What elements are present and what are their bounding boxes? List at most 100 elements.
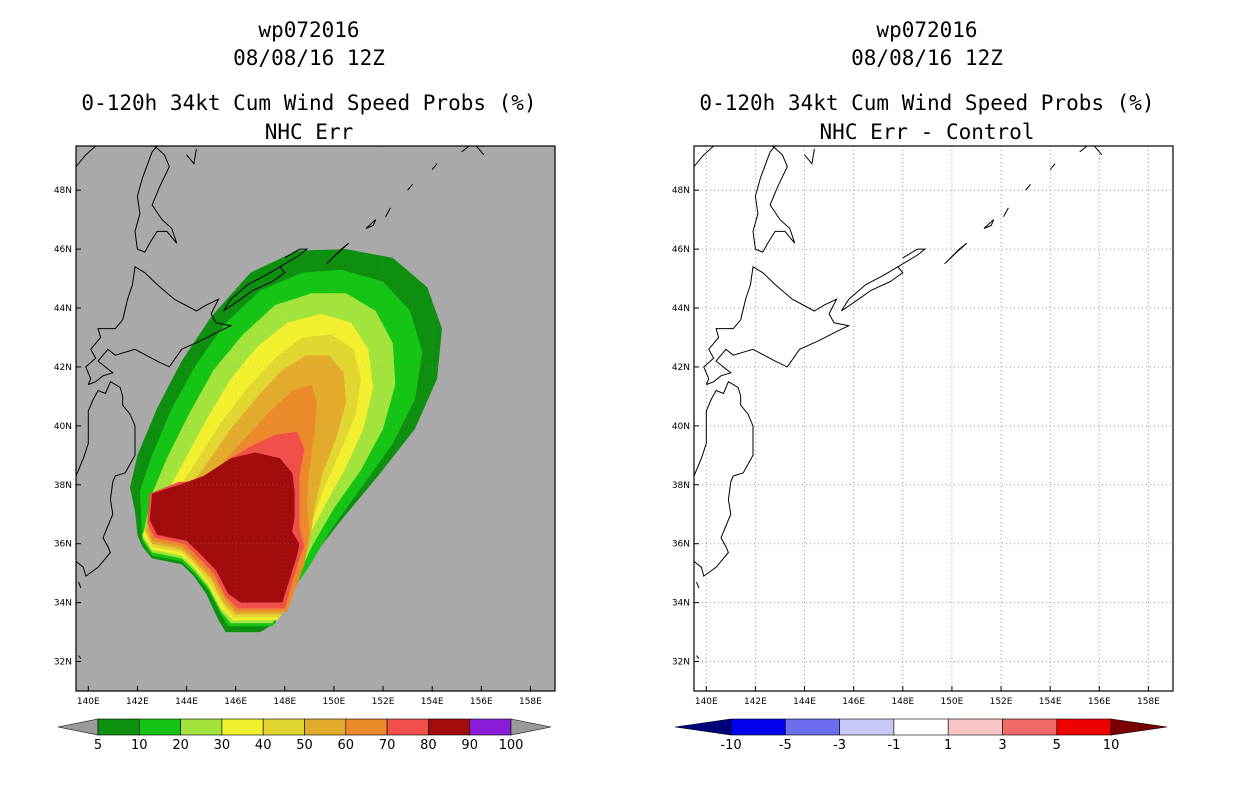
right-panel: wp072016 08/08/16 12Z 0-120h 34kt Cum Wi… xyxy=(618,0,1236,800)
y-tick-label: 46N xyxy=(672,245,690,255)
colorbar-label: -5 xyxy=(779,738,792,753)
coastline xyxy=(186,148,197,165)
colorbar-label: 30 xyxy=(214,738,231,753)
x-tick-label: 156E xyxy=(1088,697,1111,707)
colorbar-box xyxy=(893,718,949,736)
y-tick-label: 38N xyxy=(54,481,72,491)
x-tick-label: 154E xyxy=(421,697,444,707)
coastline xyxy=(222,266,286,312)
coastline xyxy=(1118,146,1119,147)
coastline xyxy=(1094,146,1103,156)
colorbar-label: 100 xyxy=(499,738,524,753)
colorbar-box xyxy=(386,718,429,736)
coastline xyxy=(76,380,136,577)
x-tick-label: 146E xyxy=(842,697,865,707)
x-tick-label: 140E xyxy=(77,697,100,707)
colorbar-box xyxy=(947,718,1003,736)
x-tick-label: 142E xyxy=(126,697,149,707)
colorbar-box xyxy=(221,718,264,736)
x-tick-label: 150E xyxy=(940,697,963,707)
coastline xyxy=(85,265,233,386)
colorbar-label: 90 xyxy=(461,738,478,753)
y-tick-label: 48N xyxy=(54,186,72,196)
left-colorbar: 5 10 20 30 40 50 60 70 80 90 100 xyxy=(57,718,552,753)
y-tick-label: 32N xyxy=(672,658,690,668)
coastline xyxy=(326,242,350,265)
colorbar-box xyxy=(428,718,470,736)
x-tick-label: 156E xyxy=(470,697,493,707)
y-tick-label: 46N xyxy=(54,245,72,255)
colorbar-label: 40 xyxy=(255,738,272,753)
x-tick-label: 148E xyxy=(273,697,296,707)
coastline xyxy=(461,146,470,153)
colorbar-box xyxy=(345,718,388,736)
colorbar-box xyxy=(304,718,347,736)
coastline xyxy=(137,146,178,253)
colorbar-label: -3 xyxy=(833,738,846,753)
colorbar-box xyxy=(262,718,305,736)
x-tick-label: 152E xyxy=(990,697,1013,707)
map-background xyxy=(694,146,1173,691)
colorbar-right-arrow xyxy=(510,718,552,736)
left-panel: wp072016 08/08/16 12Z 0-120h 34kt Cum Wi… xyxy=(54,18,556,753)
coastline xyxy=(431,163,438,170)
coastline xyxy=(476,146,485,156)
colorbar-box xyxy=(139,718,181,736)
y-tick-label: 36N xyxy=(54,540,72,550)
map-subtitle: NHC Err xyxy=(264,120,354,144)
colorbar-label: 5 xyxy=(94,738,102,753)
y-tick-label: 48N xyxy=(672,186,690,196)
coastline xyxy=(279,248,309,268)
y-tick-label: 42N xyxy=(672,363,690,373)
prob-contour-80 xyxy=(149,452,300,603)
x-tick-label: 150E xyxy=(322,697,345,707)
colorbar-label: 80 xyxy=(420,738,437,753)
y-tick-label: 38N xyxy=(672,481,690,491)
datetime: 08/08/16 12Z xyxy=(233,46,385,70)
y-tick-label: 40N xyxy=(672,422,690,432)
colorbar-label: 20 xyxy=(172,738,189,753)
coastline xyxy=(944,242,968,265)
left-map: 140E 142E 144E 146E 148E 150E 152E 154E 156E 158E… xyxy=(54,145,556,753)
coastline xyxy=(76,146,97,167)
colorbar-box xyxy=(469,718,512,736)
y-tick-label: 40N xyxy=(54,422,72,432)
coastline xyxy=(78,655,82,659)
colorbar-box xyxy=(97,718,140,736)
colorbar-right-arrow xyxy=(1110,718,1168,736)
x-tick-label: 142E xyxy=(744,697,767,707)
x-tick-label: 158E xyxy=(519,697,542,707)
colorbar-label: 70 xyxy=(379,738,396,753)
colorbar-left-arrow xyxy=(674,718,732,736)
colorbar-label: 5 xyxy=(1053,738,1061,753)
coastline xyxy=(500,146,501,147)
coastline xyxy=(407,183,413,191)
colorbar-box xyxy=(1056,718,1112,736)
coastline xyxy=(696,655,700,659)
coastline xyxy=(385,207,391,217)
map-frame xyxy=(75,145,556,692)
coastline xyxy=(1003,207,1009,217)
coastline xyxy=(703,265,851,386)
colorbar-box xyxy=(1002,718,1058,736)
colorbar-box xyxy=(785,718,840,736)
coastline xyxy=(134,146,158,250)
x-tick-label: 154E xyxy=(1039,697,1062,707)
coastline xyxy=(78,581,82,589)
x-tick-label: 140E xyxy=(695,697,718,707)
coastline xyxy=(804,148,815,165)
y-tick-label: 44N xyxy=(54,304,72,314)
colorbar-label: -10 xyxy=(720,738,741,753)
coastline xyxy=(696,581,700,589)
coastline xyxy=(694,146,715,167)
coastline xyxy=(1049,163,1056,170)
coastline xyxy=(752,146,776,250)
x-tick-label: 144E xyxy=(793,697,816,707)
coastline xyxy=(983,219,995,229)
coastline xyxy=(1079,146,1088,153)
colorbar-label: 60 xyxy=(338,738,355,753)
coastline xyxy=(840,266,904,312)
map-title: 0-120h 34kt Cum Wind Speed Probs (%) xyxy=(699,91,1155,115)
x-tick-label: 146E xyxy=(224,697,247,707)
coastline xyxy=(1025,183,1031,191)
